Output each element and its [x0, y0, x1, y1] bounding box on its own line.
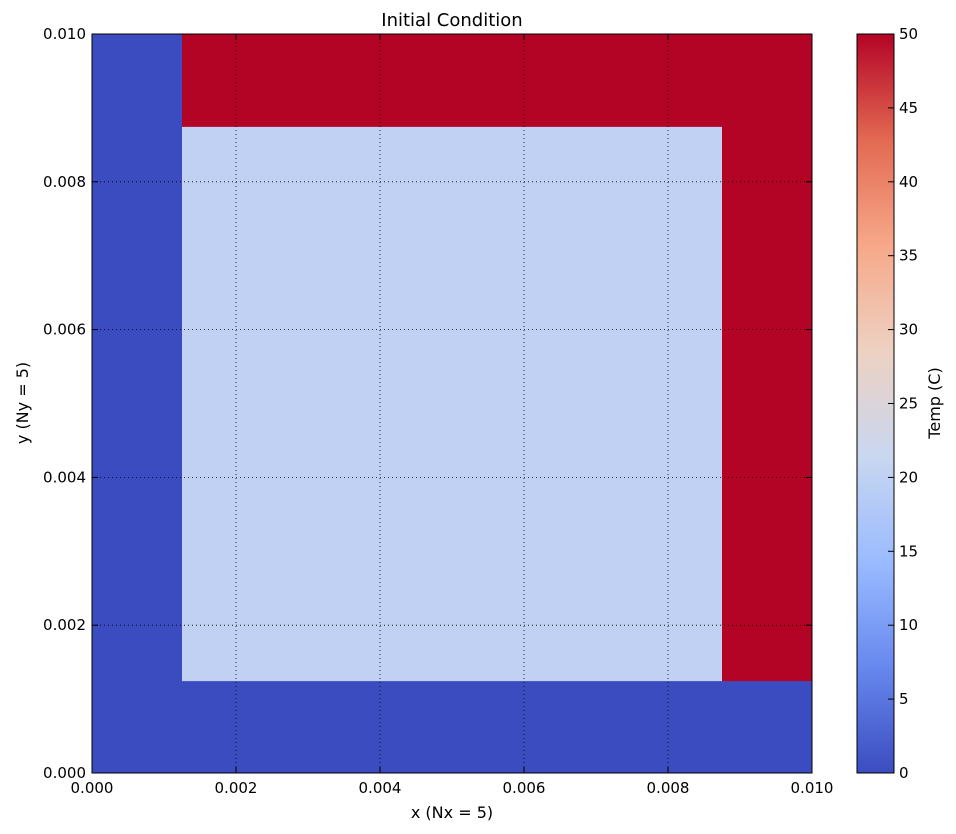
colorbar-tick-label: 20 — [899, 468, 918, 486]
colorbar-tick-label: 40 — [899, 173, 918, 191]
x-tick-label: 0.002 — [215, 779, 258, 797]
colorbar — [856, 33, 895, 774]
colorbar-tick-label: 10 — [899, 616, 918, 634]
x-tick-label: 0.010 — [791, 779, 834, 797]
y-axis-label: y (Ny = 5) — [13, 362, 32, 444]
y-tick-label: 0.008 — [43, 173, 86, 191]
y-tick-label: 0.000 — [43, 764, 86, 782]
x-axis-label: x (Nx = 5) — [411, 803, 493, 822]
colorbar-tick-label: 30 — [899, 321, 918, 339]
colorbar-ticks: 0 5 10 15 20 25 30 35 40 45 50 — [888, 25, 918, 782]
y-tick-label: 0.006 — [43, 321, 86, 339]
heatmap-cell — [92, 680, 183, 774]
colorbar-tick-label: 45 — [899, 99, 918, 117]
colorbar-label: Temp (C) — [925, 367, 944, 439]
x-axis-ticks: 0.000 0.002 0.004 0.006 0.008 0.010 — [71, 34, 834, 797]
heatmap-cell — [92, 34, 183, 127]
y-axis-ticks: 0.000 0.002 0.004 0.006 0.008 0.010 — [43, 25, 812, 782]
colorbar-tick-label: 50 — [899, 25, 918, 43]
colorbar-tick-label: 0 — [899, 764, 909, 782]
heatmap-cell — [722, 680, 813, 774]
heatmap-cell — [182, 34, 723, 127]
colorbar-tick-label: 25 — [899, 395, 918, 413]
x-tick-label: 0.000 — [71, 779, 114, 797]
colorbar-tick-label: 5 — [899, 690, 909, 708]
chart-title: Initial Condition — [381, 10, 522, 31]
colorbar-tick-label: 35 — [899, 247, 918, 265]
y-tick-label: 0.002 — [43, 616, 86, 634]
heatmap-cell — [182, 680, 723, 774]
heatmap-cells — [92, 34, 813, 774]
heatmap-cell — [722, 126, 813, 682]
plot-frame — [91, 33, 813, 774]
y-tick-label: 0.004 — [43, 468, 86, 486]
x-tick-label: 0.006 — [503, 779, 546, 797]
x-tick-label: 0.004 — [359, 779, 402, 797]
y-tick-label: 0.010 — [43, 25, 86, 43]
heatmap-cell — [92, 126, 183, 682]
colorbar-tick-label: 15 — [899, 542, 918, 560]
x-tick-label: 0.008 — [647, 779, 690, 797]
heatmap-cell — [722, 34, 813, 127]
heatmap-cell — [182, 126, 723, 682]
